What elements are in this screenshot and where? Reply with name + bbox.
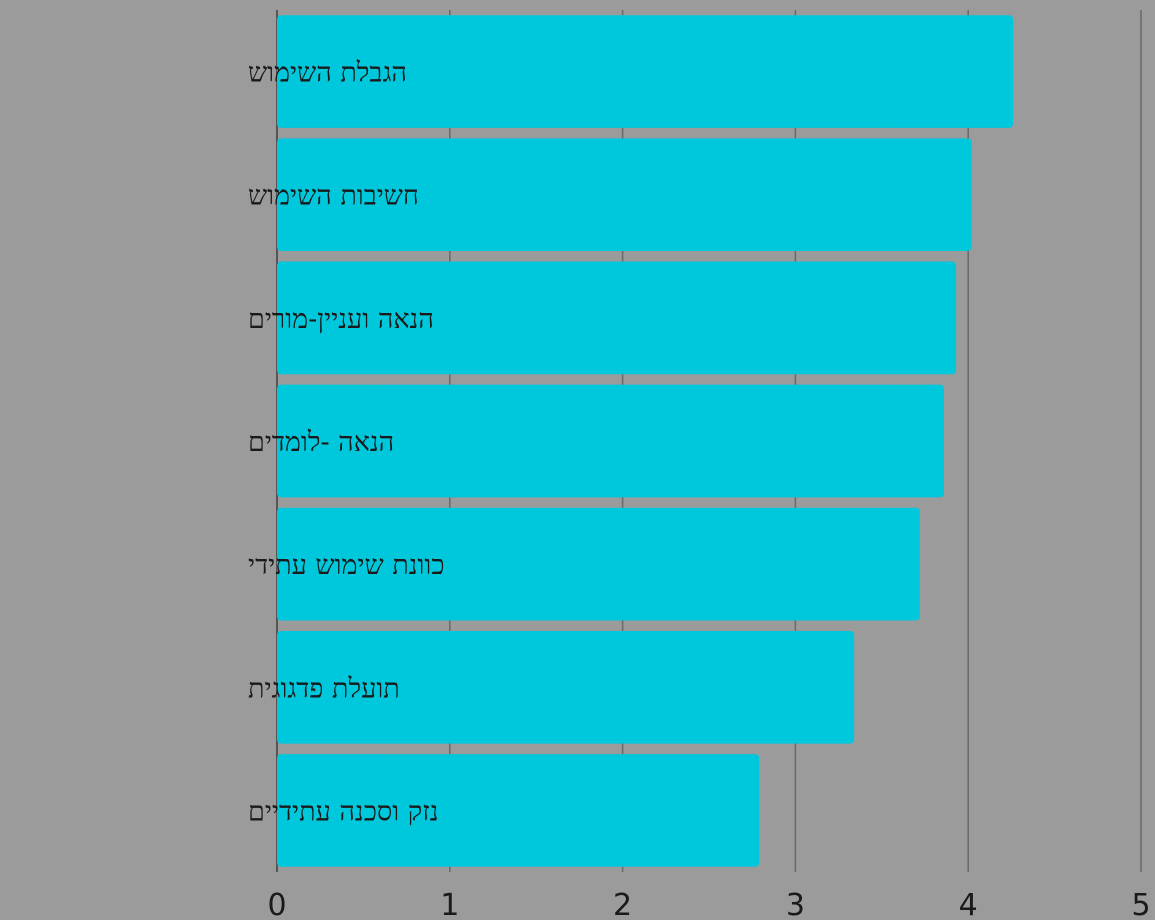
tick-labels: 0 1 2 3 4 5 [267,888,1150,920]
x-tick-label: 4 [959,888,978,920]
x-tick-label: 0 [267,888,286,920]
category-label: חשיבות השימוש [248,181,419,212]
category-label: תועלת פדגוגית [248,673,400,704]
bars [277,15,1014,867]
bar [277,384,945,498]
bar [277,138,972,252]
category-label: הנאה -לומדים [248,427,394,458]
bar [277,15,1014,128]
x-tick-label: 1 [440,888,459,920]
bar [277,630,855,744]
category-label: הגבלת השימוש [248,58,407,89]
category-label: הנאה ועניין-מורים [248,304,434,335]
category-label: נזק וסכנה עתידיים [248,796,439,827]
bar [277,261,957,375]
x-tick-label: 2 [613,888,632,920]
x-tick-label: 3 [786,888,805,920]
category-label: כוונת שימוש עתידי [248,550,445,581]
bar [277,507,920,621]
bar [277,754,760,867]
x-tick-label: 5 [1131,888,1150,920]
category-labels: הגבלת השימוש חשיבות השימוש הנאה ועניין-מור… [248,58,445,828]
